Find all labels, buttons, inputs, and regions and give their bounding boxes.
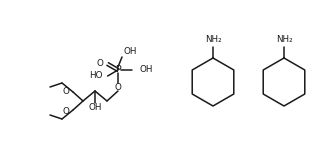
Text: OH: OH <box>88 104 102 113</box>
Text: NH₂: NH₂ <box>205 35 221 45</box>
Text: OH: OH <box>124 46 137 55</box>
Text: O: O <box>62 86 69 95</box>
Text: OH: OH <box>140 66 153 74</box>
Text: O: O <box>115 82 122 92</box>
Text: NH₂: NH₂ <box>276 35 292 45</box>
Text: HO: HO <box>89 72 103 80</box>
Text: O: O <box>97 59 104 67</box>
Text: O: O <box>62 106 69 115</box>
Text: P: P <box>115 66 121 74</box>
